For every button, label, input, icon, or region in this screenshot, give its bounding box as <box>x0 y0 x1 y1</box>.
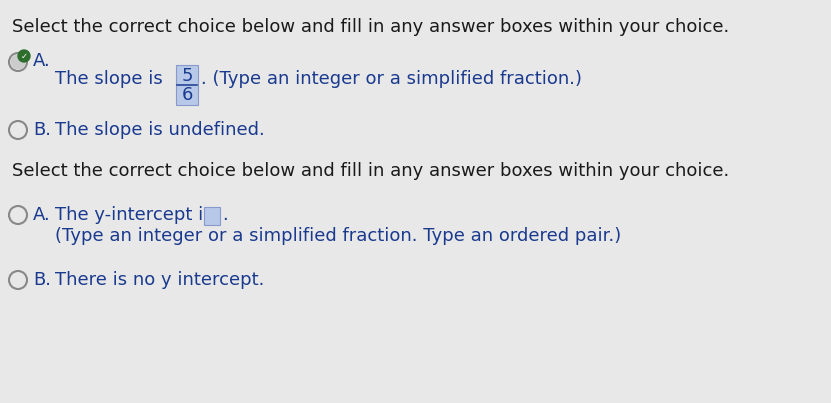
Text: A.: A. <box>33 206 51 224</box>
Text: There is no y intercept.: There is no y intercept. <box>55 271 264 289</box>
Text: 5: 5 <box>181 67 193 85</box>
FancyBboxPatch shape <box>176 65 198 105</box>
Text: 6: 6 <box>181 86 193 104</box>
Text: Select the correct choice below and fill in any answer boxes within your choice.: Select the correct choice below and fill… <box>12 162 730 180</box>
Circle shape <box>12 124 24 136</box>
Text: B.: B. <box>33 121 51 139</box>
Text: The y-intercept is: The y-intercept is <box>55 206 213 224</box>
Text: Select the correct choice below and fill in any answer boxes within your choice.: Select the correct choice below and fill… <box>12 18 730 36</box>
Text: B.: B. <box>33 271 51 289</box>
Text: A.: A. <box>33 52 51 70</box>
Circle shape <box>11 54 26 69</box>
Text: (Type an integer or a simplified fraction. Type an ordered pair.): (Type an integer or a simplified fractio… <box>55 227 622 245</box>
Text: .: . <box>222 206 228 224</box>
Text: The slope is undefined.: The slope is undefined. <box>55 121 265 139</box>
Text: ✓: ✓ <box>21 52 27 61</box>
Text: The slope is: The slope is <box>55 70 163 88</box>
Circle shape <box>12 274 24 286</box>
Circle shape <box>18 50 30 62</box>
Circle shape <box>12 209 24 221</box>
Text: . (Type an integer or a simplified fraction.): . (Type an integer or a simplified fract… <box>201 70 582 88</box>
FancyBboxPatch shape <box>204 207 220 225</box>
